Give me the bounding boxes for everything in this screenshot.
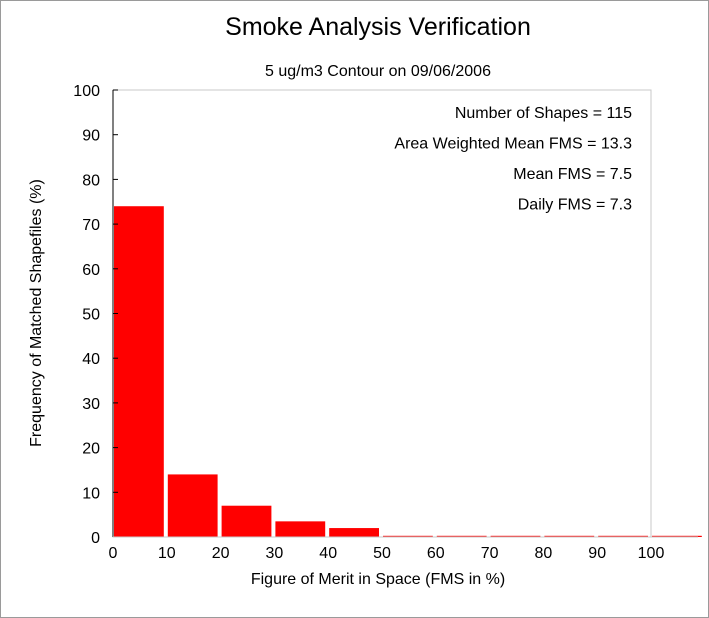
chart-title: Smoke Analysis Verification <box>225 13 531 41</box>
x-tick-label-60: 60 <box>427 545 445 562</box>
x-tick-label-50: 50 <box>373 545 391 562</box>
x-tick-label-10: 10 <box>158 545 176 562</box>
bar-50 <box>383 535 433 537</box>
stats-annotations: Number of Shapes = 115 Area Weighted Mean… <box>394 105 632 214</box>
y-axis-ticks: 0 10 20 30 40 50 60 70 80 90 100 <box>73 83 118 547</box>
bar-20 <box>221 505 272 537</box>
bar-90 <box>598 535 648 537</box>
bar-100 <box>652 535 702 537</box>
x-tick-label-80: 80 <box>535 545 553 562</box>
bar-70 <box>490 535 541 537</box>
y-tick-label-80: 80 <box>82 172 100 189</box>
x-tick-label-0: 0 <box>109 545 118 562</box>
x-tick-label-70: 70 <box>481 545 499 562</box>
y-tick-label-10: 10 <box>82 485 100 502</box>
bars-group <box>114 206 702 537</box>
bar-40 <box>329 528 379 537</box>
bar-60 <box>436 535 487 537</box>
bar-10 <box>167 474 218 537</box>
y-tick-label-50: 50 <box>82 307 100 324</box>
annotation-2: Mean FMS = 7.5 <box>513 166 632 183</box>
y-tick-label-70: 70 <box>82 217 100 234</box>
annotation-0: Number of Shapes = 115 <box>455 105 632 122</box>
x-tick-label-100: 100 <box>638 545 665 562</box>
x-axis-ticks: 0 10 20 30 40 50 60 70 80 90 100 <box>109 545 665 562</box>
x-tick-label-20: 20 <box>212 545 230 562</box>
y-tick-label-30: 30 <box>82 396 100 413</box>
bar-30 <box>275 521 326 537</box>
x-axis-label: Figure of Merit in Space (FMS in %) <box>251 571 505 588</box>
y-tick-label-60: 60 <box>82 262 100 279</box>
y-axis-label: Frequency of Matched Shapefiles (%) <box>28 179 45 447</box>
x-tick-label-40: 40 <box>319 545 337 562</box>
y-tick-label-90: 90 <box>82 128 100 145</box>
annotation-3: Daily FMS = 7.3 <box>518 197 632 214</box>
x-tick-label-90: 90 <box>588 545 606 562</box>
chart-subtitle: 5 ug/m3 Contour on 09/06/2006 <box>265 63 491 80</box>
y-tick-label-20: 20 <box>82 441 100 458</box>
y-tick-label-40: 40 <box>82 351 100 368</box>
y-tick-label-0: 0 <box>91 530 100 547</box>
y-tick-label-100: 100 <box>73 83 100 100</box>
annotation-1: Area Weighted Mean FMS = 13.3 <box>394 136 632 153</box>
plot-area <box>112 89 652 538</box>
bar-80 <box>544 535 595 537</box>
bar-0 <box>114 206 164 537</box>
x-tick-label-30: 30 <box>266 545 284 562</box>
